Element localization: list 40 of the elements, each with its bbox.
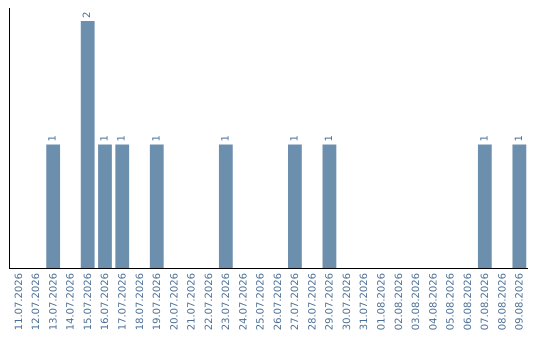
- x-tick-label: 16.07.2026: [100, 273, 112, 330]
- x-tick-label: 03.08.2026: [411, 273, 422, 330]
- x-tick-label: 02.08.2026: [394, 273, 405, 330]
- data-label: 1: [99, 135, 110, 142]
- x-tick-label: 04.08.2026: [428, 273, 440, 330]
- x-tick-label: 09.08.2026: [514, 273, 526, 330]
- x-tick-label: 15.07.2026: [82, 273, 94, 330]
- x-tick-label: 31.07.2026: [359, 273, 370, 330]
- x-tick-label: 30.07.2026: [342, 273, 353, 330]
- x-tick-label: 06.08.2026: [462, 273, 474, 330]
- x-tick-label: 29.07.2026: [324, 273, 336, 330]
- x-tick-label: 28.07.2026: [307, 273, 318, 330]
- x-tick-label: 21.07.2026: [186, 273, 198, 330]
- x-tick-label: 14.07.2026: [66, 273, 77, 330]
- data-label: 1: [514, 135, 525, 142]
- data-label: 1: [151, 135, 162, 142]
- x-tick-label: 19.07.2026: [152, 273, 164, 330]
- x-tick-label: 01.08.2026: [376, 273, 388, 330]
- data-label: 1: [324, 135, 335, 142]
- data-label: 1: [220, 135, 232, 142]
- x-tick-label: 08.08.2026: [497, 273, 508, 330]
- x-tick-label: 27.07.2026: [290, 273, 302, 330]
- x-tick-label: 11.07.2026: [14, 273, 25, 330]
- x-tick-label: 26.07.2026: [272, 273, 284, 330]
- x-tick-label: 25.07.2026: [256, 273, 267, 330]
- x-tick-label: 18.07.2026: [134, 273, 146, 330]
- x-tick-label: 05.08.2026: [446, 273, 457, 330]
- data-label: 2: [82, 12, 94, 18]
- data-label: 1: [479, 135, 490, 142]
- data-label: 1: [48, 135, 59, 142]
- data-label: 1: [116, 135, 128, 142]
- x-tick-label: 12.07.2026: [31, 273, 42, 330]
- data-label: 1: [289, 135, 300, 142]
- x-tick-label: 22.07.2026: [204, 273, 215, 330]
- x-tick-label: 17.07.2026: [117, 273, 128, 330]
- x-tick-label: 07.08.2026: [480, 273, 492, 330]
- x-tick-label: 23.07.2026: [221, 273, 232, 330]
- x-tick-label: 13.07.2026: [48, 273, 60, 330]
- x-tick-label: 20.07.2026: [169, 273, 180, 330]
- x-tick-label: 24.07.2026: [238, 273, 250, 330]
